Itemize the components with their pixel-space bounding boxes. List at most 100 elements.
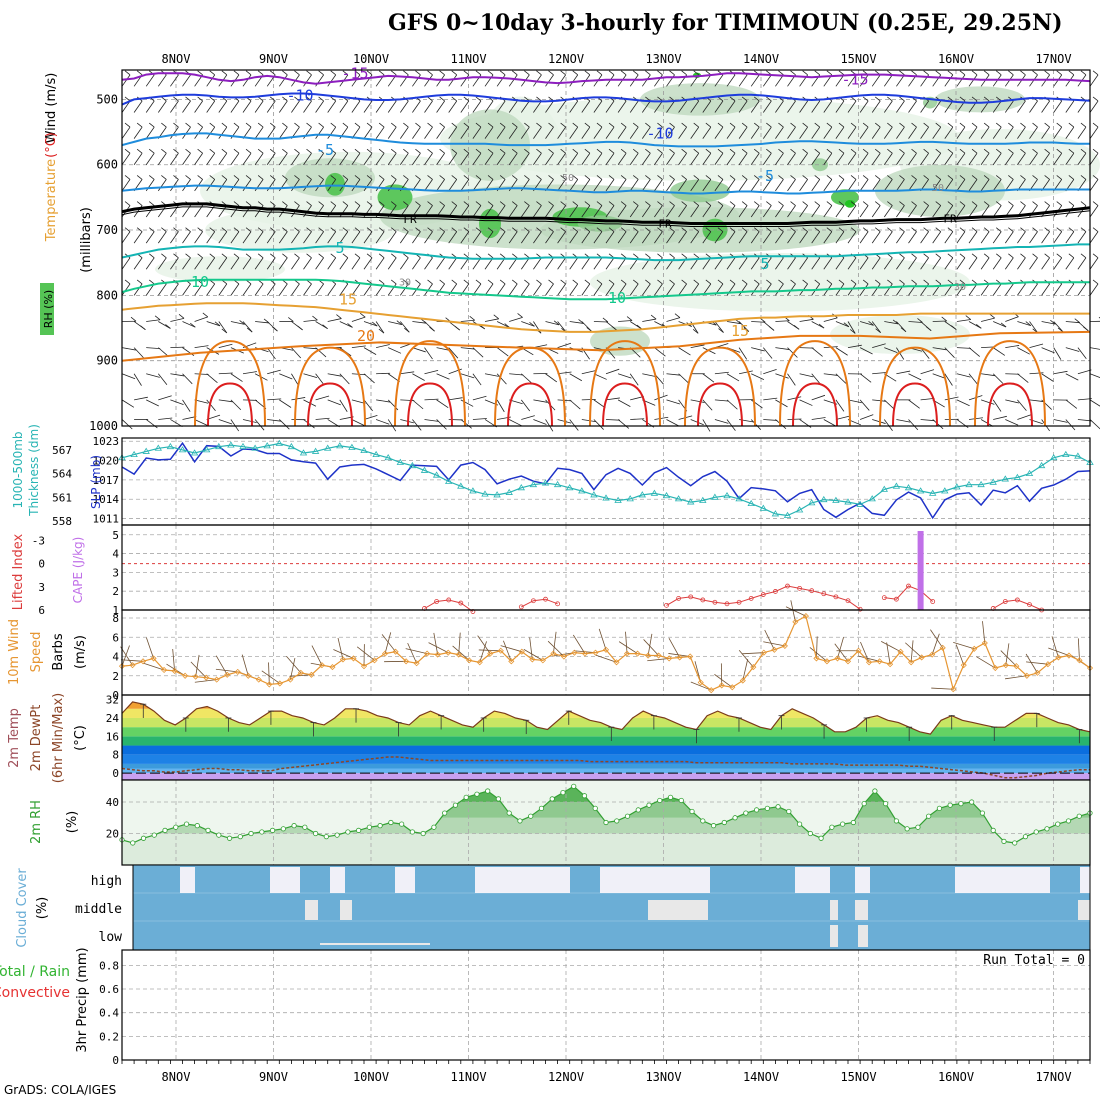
wind-speed-point (1065, 652, 1073, 659)
wind-barb (629, 153, 639, 165)
wind-barb (230, 179, 240, 192)
wind-barb-flag (1080, 122, 1087, 128)
wind-barb (847, 321, 856, 334)
thickness-tick-label: 564 (52, 468, 72, 481)
wind-barb-flag (354, 70, 361, 76)
date-label-top: 9NOV (259, 52, 288, 66)
wind-barb-flag (257, 70, 264, 76)
wind-barb-10m (146, 637, 154, 659)
thickness-point (202, 446, 211, 453)
precip-tick-label: 0.8 (99, 959, 119, 972)
wind-barb (617, 100, 627, 113)
wind-barb-flag (596, 122, 603, 128)
wind-barb-flag (681, 201, 687, 206)
wind-barb-flag (947, 227, 954, 232)
wind-barb (254, 231, 264, 244)
wind-barb (750, 100, 760, 113)
contour-label: 20 (357, 327, 375, 345)
wind-barb (1077, 347, 1087, 360)
wind-barb (1017, 153, 1026, 165)
wind-barb-flag (705, 253, 712, 259)
wind-barb-flag (766, 201, 772, 206)
wind-barb (762, 231, 772, 244)
wind-barb (920, 126, 929, 139)
wind-tick-label: 6 (112, 631, 119, 644)
wind-speed-point (539, 657, 546, 664)
thickness-point (154, 444, 163, 451)
wind-barb-flag (378, 328, 385, 334)
wind-barb-flag (753, 227, 760, 232)
wind-barb-flag (802, 70, 808, 76)
wind-barb (738, 153, 748, 165)
wind-barb (266, 283, 276, 296)
wind-barb (278, 100, 288, 113)
wind-barb (194, 316, 208, 322)
wind-barb (884, 399, 895, 410)
cloud-clear-high (795, 867, 830, 893)
wind-barb-flag (741, 279, 748, 285)
wind-barb (920, 419, 935, 422)
wind-barb-flag (178, 314, 185, 319)
wind-barb (254, 419, 265, 431)
wind-barb-flag (306, 122, 312, 128)
wind-barb-flag (161, 175, 167, 180)
wind-barb (641, 283, 651, 296)
wind-speed-point (823, 658, 831, 665)
wind-barb (509, 419, 522, 427)
wind-barb-flag (1032, 175, 1038, 180)
date-label-top: 13NOV (645, 52, 681, 66)
wind-barb (787, 396, 802, 401)
wind-barb (593, 373, 607, 380)
wind-barb-flag (826, 279, 833, 285)
wind-barb-flag (354, 148, 361, 154)
wind-barb-flag (1056, 70, 1062, 76)
wind-barb (883, 126, 893, 139)
slp-tick-label: 1017 (93, 474, 120, 487)
wind-barb-flag (1092, 201, 1099, 206)
precip-frame (121, 949, 1091, 1061)
wind-barb (1077, 126, 1087, 139)
wind-tick-label: 0 (112, 689, 119, 702)
wind-barb-flag (318, 201, 324, 206)
wind-barb-flag (899, 96, 905, 102)
wind-barb-flag (850, 96, 857, 102)
wind-barb-flag (995, 253, 1002, 259)
wind-barb (182, 399, 191, 412)
wind-barb (751, 347, 765, 352)
temp-band (122, 717, 1090, 728)
wind-barb-flag (378, 279, 385, 285)
wind-barb (654, 100, 663, 113)
wind-barb-flag (378, 70, 385, 76)
wind-barb (339, 153, 349, 165)
cloud-clear-high (855, 867, 870, 893)
wind-barb (158, 395, 172, 401)
li-point (894, 596, 899, 602)
wind-barb (472, 395, 487, 401)
wind-barb (170, 100, 179, 113)
wind-barb-flag (378, 122, 385, 128)
rh-point (840, 821, 846, 827)
wind-barb-10m (241, 654, 249, 676)
wind-barb (896, 153, 905, 165)
wind-barb-10m (953, 641, 975, 650)
wind-barb-10m (405, 648, 428, 655)
wind-barb (896, 347, 905, 360)
wind-barb-flag (439, 175, 445, 180)
thickness-point (275, 439, 284, 446)
rh-point (958, 801, 964, 807)
wind-barb-flag (451, 175, 457, 180)
wind-barb (654, 126, 663, 139)
wind-barb-flag (439, 70, 445, 76)
wind-barb (254, 283, 264, 296)
wind-barb-flag (209, 96, 215, 102)
wind-barb-flag (233, 148, 240, 154)
wind-barb (799, 257, 808, 270)
wind-speed-point (360, 663, 368, 670)
wind-barb (871, 205, 881, 218)
wind-barb (472, 418, 487, 420)
wind-barb-flag (282, 122, 288, 128)
li-tick-label: 3 (38, 581, 45, 594)
wind-barb (605, 126, 615, 139)
wind-barb-flag (487, 227, 494, 232)
wind-barb (908, 179, 917, 192)
